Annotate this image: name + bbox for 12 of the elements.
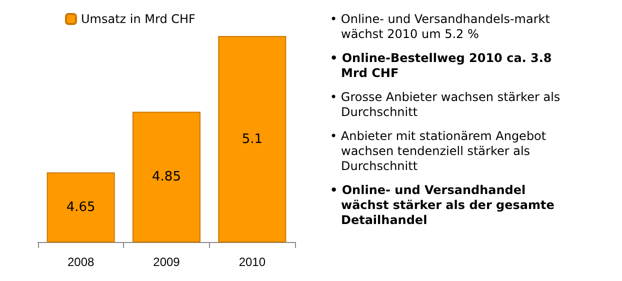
text: • Anbieter mit stationärem Angebot wachsen tendenziell stärker als Durchschnitt	[330, 129, 548, 174]
text: • Online-Bestellweg 2010 ca. 3.8 Mrd CHF	[330, 51, 553, 81]
legend-label: Umsatz in Mrd CHF	[81, 12, 196, 26]
text: • Online- und Versandhandels-markt wächst 2010 um 5.2 %	[330, 12, 551, 42]
data-label: 4.85	[152, 170, 181, 185]
data-label: 4.65	[66, 200, 96, 215]
x-tick-label: 2009	[153, 255, 180, 269]
text: • Online- und Versandhandel wächst stärker als der gesamte Detailhandel	[330, 183, 556, 228]
x-tick-label: 2010	[238, 255, 266, 269]
x-tick-label: 2008	[67, 255, 95, 269]
text: • Grosse Anbieter wachsen stärker als Durchschnitt	[330, 90, 562, 120]
data-label: 5.1	[242, 132, 263, 147]
